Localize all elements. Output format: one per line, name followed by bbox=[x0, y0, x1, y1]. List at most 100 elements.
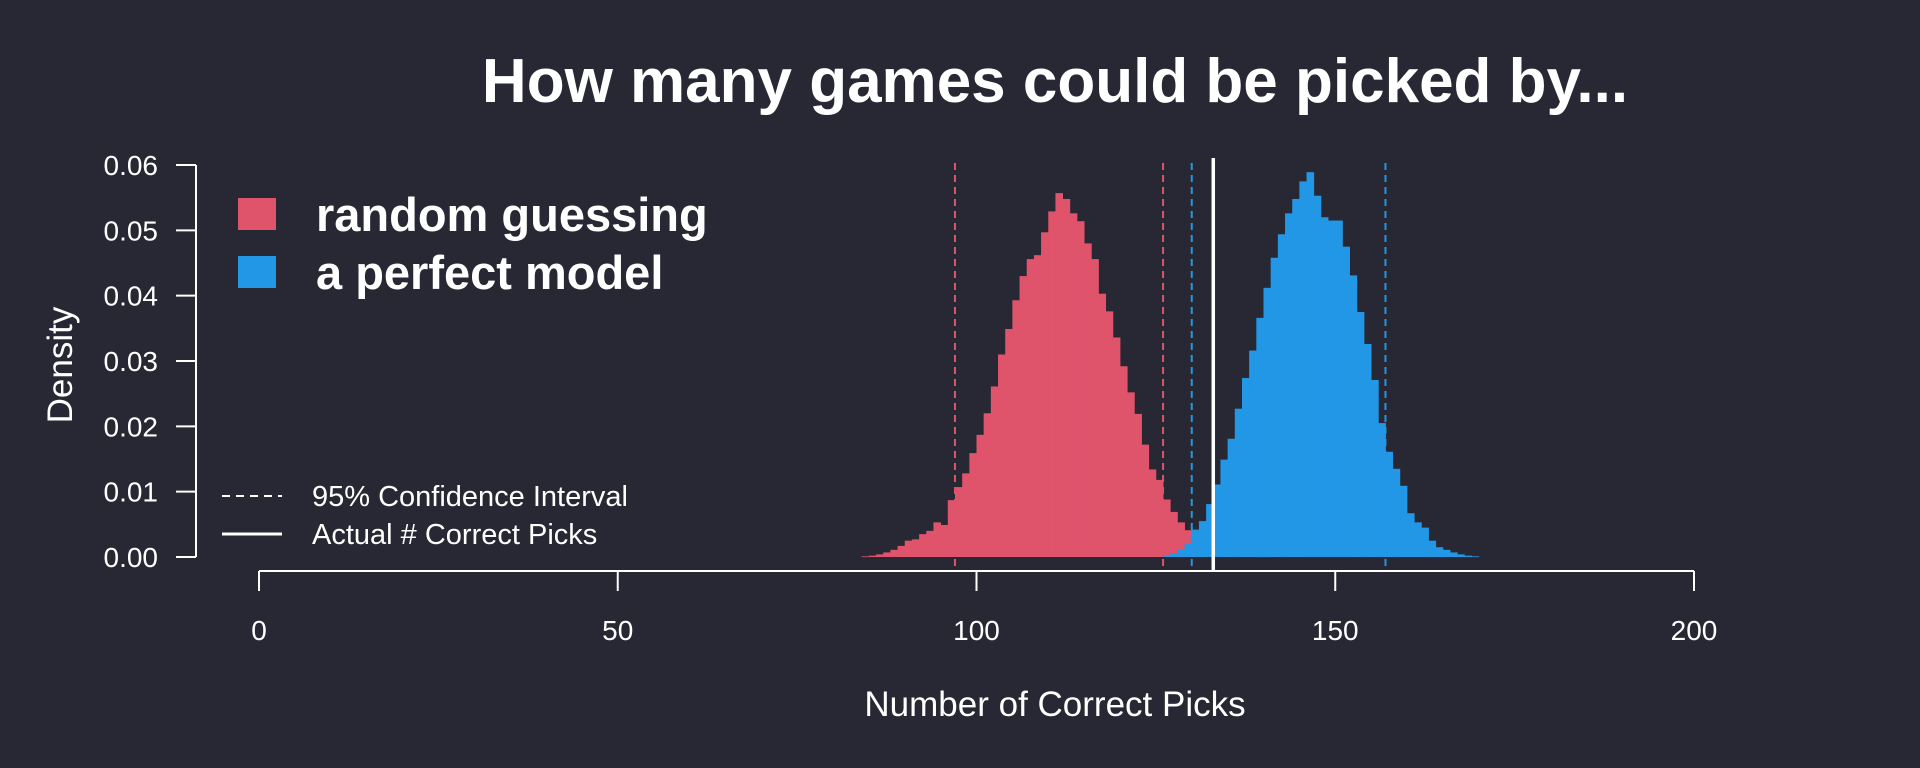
bar-random-guessing bbox=[861, 556, 870, 558]
bar-random-guessing bbox=[990, 386, 999, 557]
bar-a-perfect-model bbox=[1407, 513, 1415, 557]
bar-a-perfect-model bbox=[1342, 246, 1350, 558]
bar-random-guessing bbox=[998, 354, 1006, 557]
bar-random-guessing bbox=[1091, 259, 1099, 557]
bar-a-perfect-model bbox=[1241, 377, 1250, 557]
bar-a-perfect-model bbox=[1292, 198, 1300, 557]
bar-random-guessing bbox=[1069, 213, 1078, 557]
bar-a-perfect-model bbox=[1170, 553, 1178, 557]
bar-random-guessing bbox=[1120, 366, 1128, 557]
bar-a-perfect-model bbox=[1270, 257, 1279, 557]
bar-random-guessing bbox=[1048, 211, 1056, 557]
bar-a-perfect-model bbox=[1457, 554, 1465, 557]
x-tick-label: 100 bbox=[953, 615, 1000, 646]
bar-a-perfect-model bbox=[1249, 350, 1257, 557]
bar-a-perfect-model bbox=[1392, 468, 1401, 557]
y-tick-label: 0.04 bbox=[104, 281, 159, 312]
bar-a-perfect-model bbox=[1220, 459, 1229, 557]
bar-a-perfect-model bbox=[1313, 195, 1322, 557]
bar-a-perfect-model bbox=[1184, 543, 1193, 557]
bar-a-perfect-model bbox=[1414, 522, 1422, 557]
bar-a-perfect-model bbox=[1471, 556, 1480, 558]
x-tick-label: 0 bbox=[251, 615, 267, 646]
bar-a-perfect-model bbox=[1198, 521, 1207, 557]
bar-random-guessing bbox=[1076, 221, 1085, 557]
bar-a-perfect-model bbox=[1299, 181, 1307, 557]
bar-random-guessing bbox=[940, 524, 949, 557]
y-tick-label: 0.00 bbox=[104, 542, 159, 573]
bar-a-perfect-model bbox=[1356, 312, 1365, 557]
bar-random-guessing bbox=[868, 555, 877, 557]
legend-swatch-perfect-model bbox=[238, 256, 276, 288]
bar-random-guessing bbox=[897, 545, 906, 557]
bar-random-guessing bbox=[1055, 193, 1063, 557]
bar-random-guessing bbox=[883, 552, 891, 557]
x-tick-label: 200 bbox=[1671, 615, 1718, 646]
bar-random-guessing bbox=[1012, 300, 1020, 557]
bar-a-perfect-model bbox=[1421, 527, 1429, 557]
y-tick-label: 0.05 bbox=[104, 215, 159, 246]
bar-a-perfect-model bbox=[1378, 423, 1386, 557]
bar-random-guessing bbox=[1033, 255, 1042, 557]
bar-a-perfect-model bbox=[1256, 317, 1264, 557]
y-tick-label: 0.03 bbox=[104, 346, 159, 377]
bar-random-guessing bbox=[947, 500, 956, 557]
bar-a-perfect-model bbox=[1306, 172, 1315, 557]
bar-a-perfect-model bbox=[1163, 555, 1171, 557]
legend-label-actual-picks: Actual # Correct Picks bbox=[312, 519, 597, 551]
bar-a-perfect-model bbox=[1320, 217, 1329, 557]
bar-random-guessing bbox=[1134, 413, 1142, 557]
bar-a-perfect-model bbox=[1263, 287, 1272, 557]
bar-a-perfect-model bbox=[1277, 234, 1286, 557]
bar-random-guessing bbox=[969, 453, 977, 557]
bar-a-perfect-model bbox=[1285, 213, 1293, 557]
bar-a-perfect-model bbox=[1335, 220, 1343, 557]
bar-a-perfect-model bbox=[1385, 451, 1394, 557]
bar-random-guessing bbox=[962, 473, 970, 557]
bar-random-guessing bbox=[876, 554, 884, 557]
x-tick-label: 50 bbox=[602, 615, 633, 646]
bar-random-guessing bbox=[954, 487, 963, 557]
bar-random-guessing bbox=[1098, 293, 1107, 557]
bar-a-perfect-model bbox=[1328, 220, 1336, 557]
bar-a-perfect-model bbox=[1428, 540, 1437, 557]
bar-a-perfect-model bbox=[1363, 344, 1372, 557]
bar-random-guessing bbox=[911, 539, 920, 557]
y-tick-label: 0.02 bbox=[104, 411, 159, 442]
bar-random-guessing bbox=[976, 434, 985, 557]
bar-random-guessing bbox=[1105, 311, 1114, 557]
reference-lines bbox=[953, 158, 1387, 570]
bar-a-perfect-model bbox=[1371, 379, 1379, 557]
bar-a-perfect-model bbox=[1399, 485, 1408, 557]
bar-random-guessing bbox=[904, 540, 913, 557]
bar-random-guessing bbox=[1127, 392, 1135, 557]
bar-a-perfect-model bbox=[1206, 504, 1214, 557]
legend-swatch-random-guessing bbox=[238, 198, 276, 230]
legend-label-confidence-interval: 95% Confidence Interval bbox=[312, 481, 628, 513]
bar-random-guessing bbox=[933, 522, 942, 557]
bar-random-guessing bbox=[983, 413, 992, 557]
bar-random-guessing bbox=[1170, 511, 1178, 557]
bar-random-guessing bbox=[1041, 232, 1049, 558]
legend: random guessing a perfect model 95% Conf… bbox=[222, 188, 708, 551]
bar-a-perfect-model bbox=[1213, 484, 1221, 557]
legend-label-perfect-model: a perfect model bbox=[316, 246, 663, 299]
bar-random-guessing bbox=[1177, 522, 1185, 557]
bar-random-guessing bbox=[919, 534, 927, 557]
bar-a-perfect-model bbox=[1349, 275, 1358, 557]
bar-random-guessing bbox=[1026, 259, 1035, 557]
x-axis-title: Number of Correct Picks bbox=[864, 685, 1245, 724]
bar-random-guessing bbox=[1005, 328, 1013, 557]
bar-random-guessing bbox=[1148, 469, 1157, 557]
bar-random-guessing bbox=[1084, 243, 1092, 557]
bar-random-guessing bbox=[1062, 198, 1071, 557]
y-ticks: 0.00 0.01 0.02 0.03 0.04 0.05 0.06 bbox=[104, 150, 196, 573]
y-axis-title: Density bbox=[41, 306, 80, 423]
bar-random-guessing bbox=[926, 530, 934, 557]
bar-random-guessing bbox=[1155, 479, 1164, 557]
x-ticks: 0 50 100 150 200 bbox=[251, 571, 1717, 646]
bar-random-guessing bbox=[1019, 276, 1028, 557]
y-tick-label: 0.06 bbox=[104, 150, 159, 181]
bar-random-guessing bbox=[1163, 499, 1171, 557]
